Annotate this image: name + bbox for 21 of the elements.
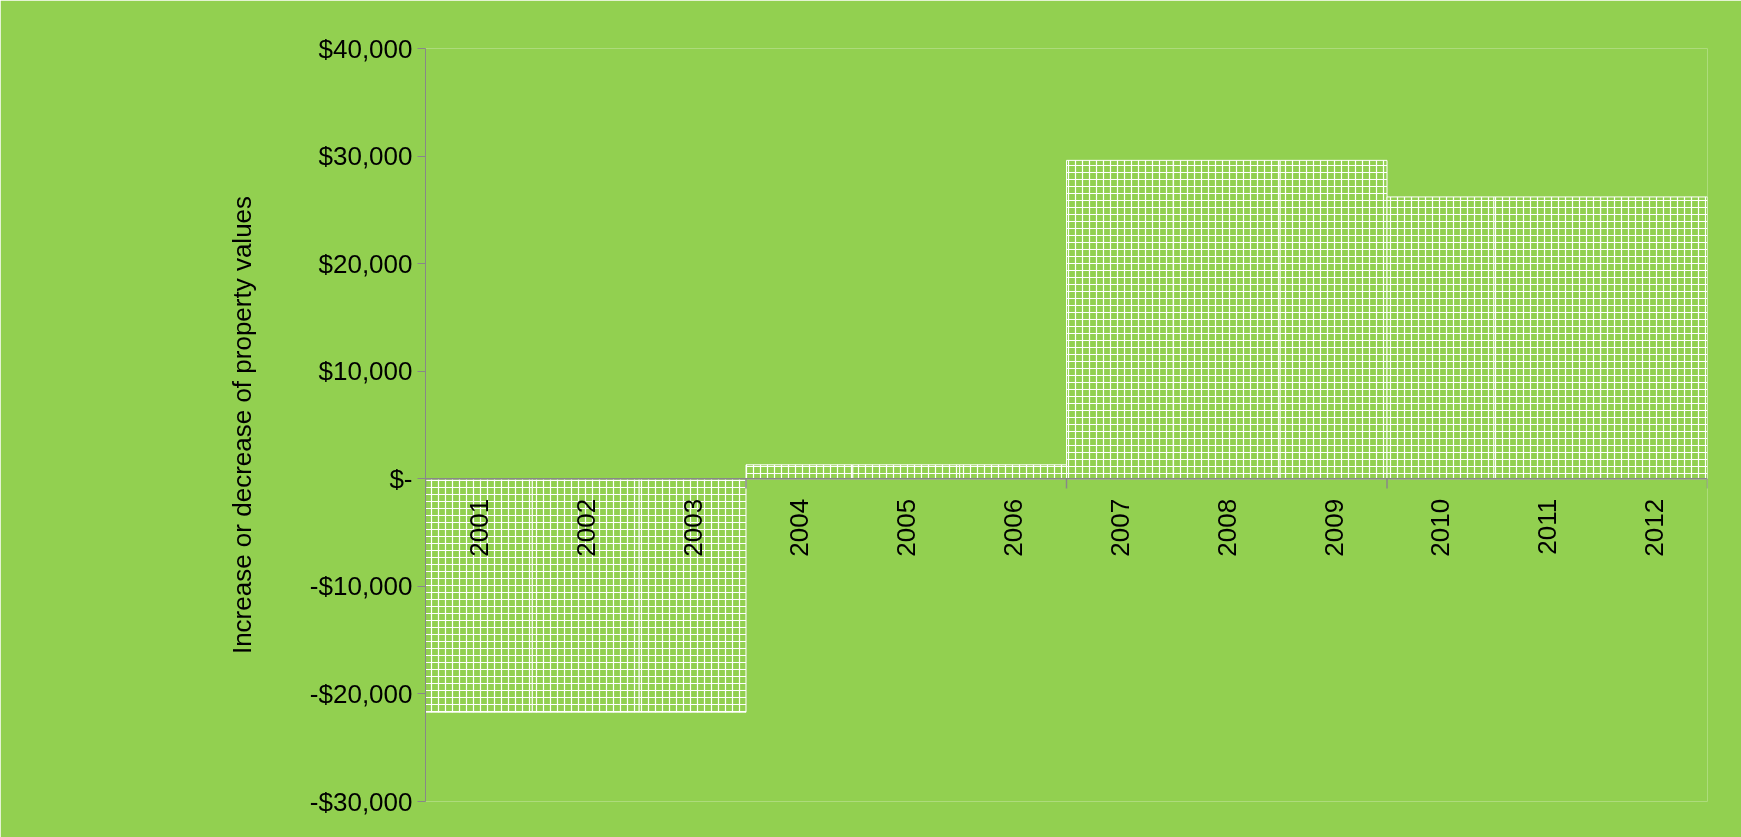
y-axis-title: Increase or decrease of property values xyxy=(226,195,257,655)
x-tick-label: 2009 xyxy=(1318,498,1349,557)
x-tick-label: 2002 xyxy=(570,498,601,557)
y-tick-label: -$30,000 xyxy=(309,786,413,817)
y-tick-label: -$20,000 xyxy=(309,678,413,709)
x-tick-label: 2012 xyxy=(1639,498,1670,557)
x-tick-label: 2005 xyxy=(891,498,922,557)
x-tick-label: 2001 xyxy=(463,498,494,557)
x-tick-label: 2006 xyxy=(998,498,1029,557)
x-tick-label: 2007 xyxy=(1104,498,1135,557)
x-tick-label: 2008 xyxy=(1211,498,1242,557)
y-tick-label: $- xyxy=(389,463,413,494)
y-tick-label: $30,000 xyxy=(318,141,413,172)
x-tick-label: 2011 xyxy=(1532,498,1563,555)
y-tick-label: $40,000 xyxy=(318,33,413,64)
y-tick-label: -$10,000 xyxy=(309,571,413,602)
x-tick-label: 2004 xyxy=(784,498,815,557)
y-tick-label: $10,000 xyxy=(318,356,413,387)
x-tick-label: 2010 xyxy=(1425,498,1456,557)
y-tick-label: $20,000 xyxy=(318,248,413,279)
x-tick-label: 2003 xyxy=(677,498,708,557)
